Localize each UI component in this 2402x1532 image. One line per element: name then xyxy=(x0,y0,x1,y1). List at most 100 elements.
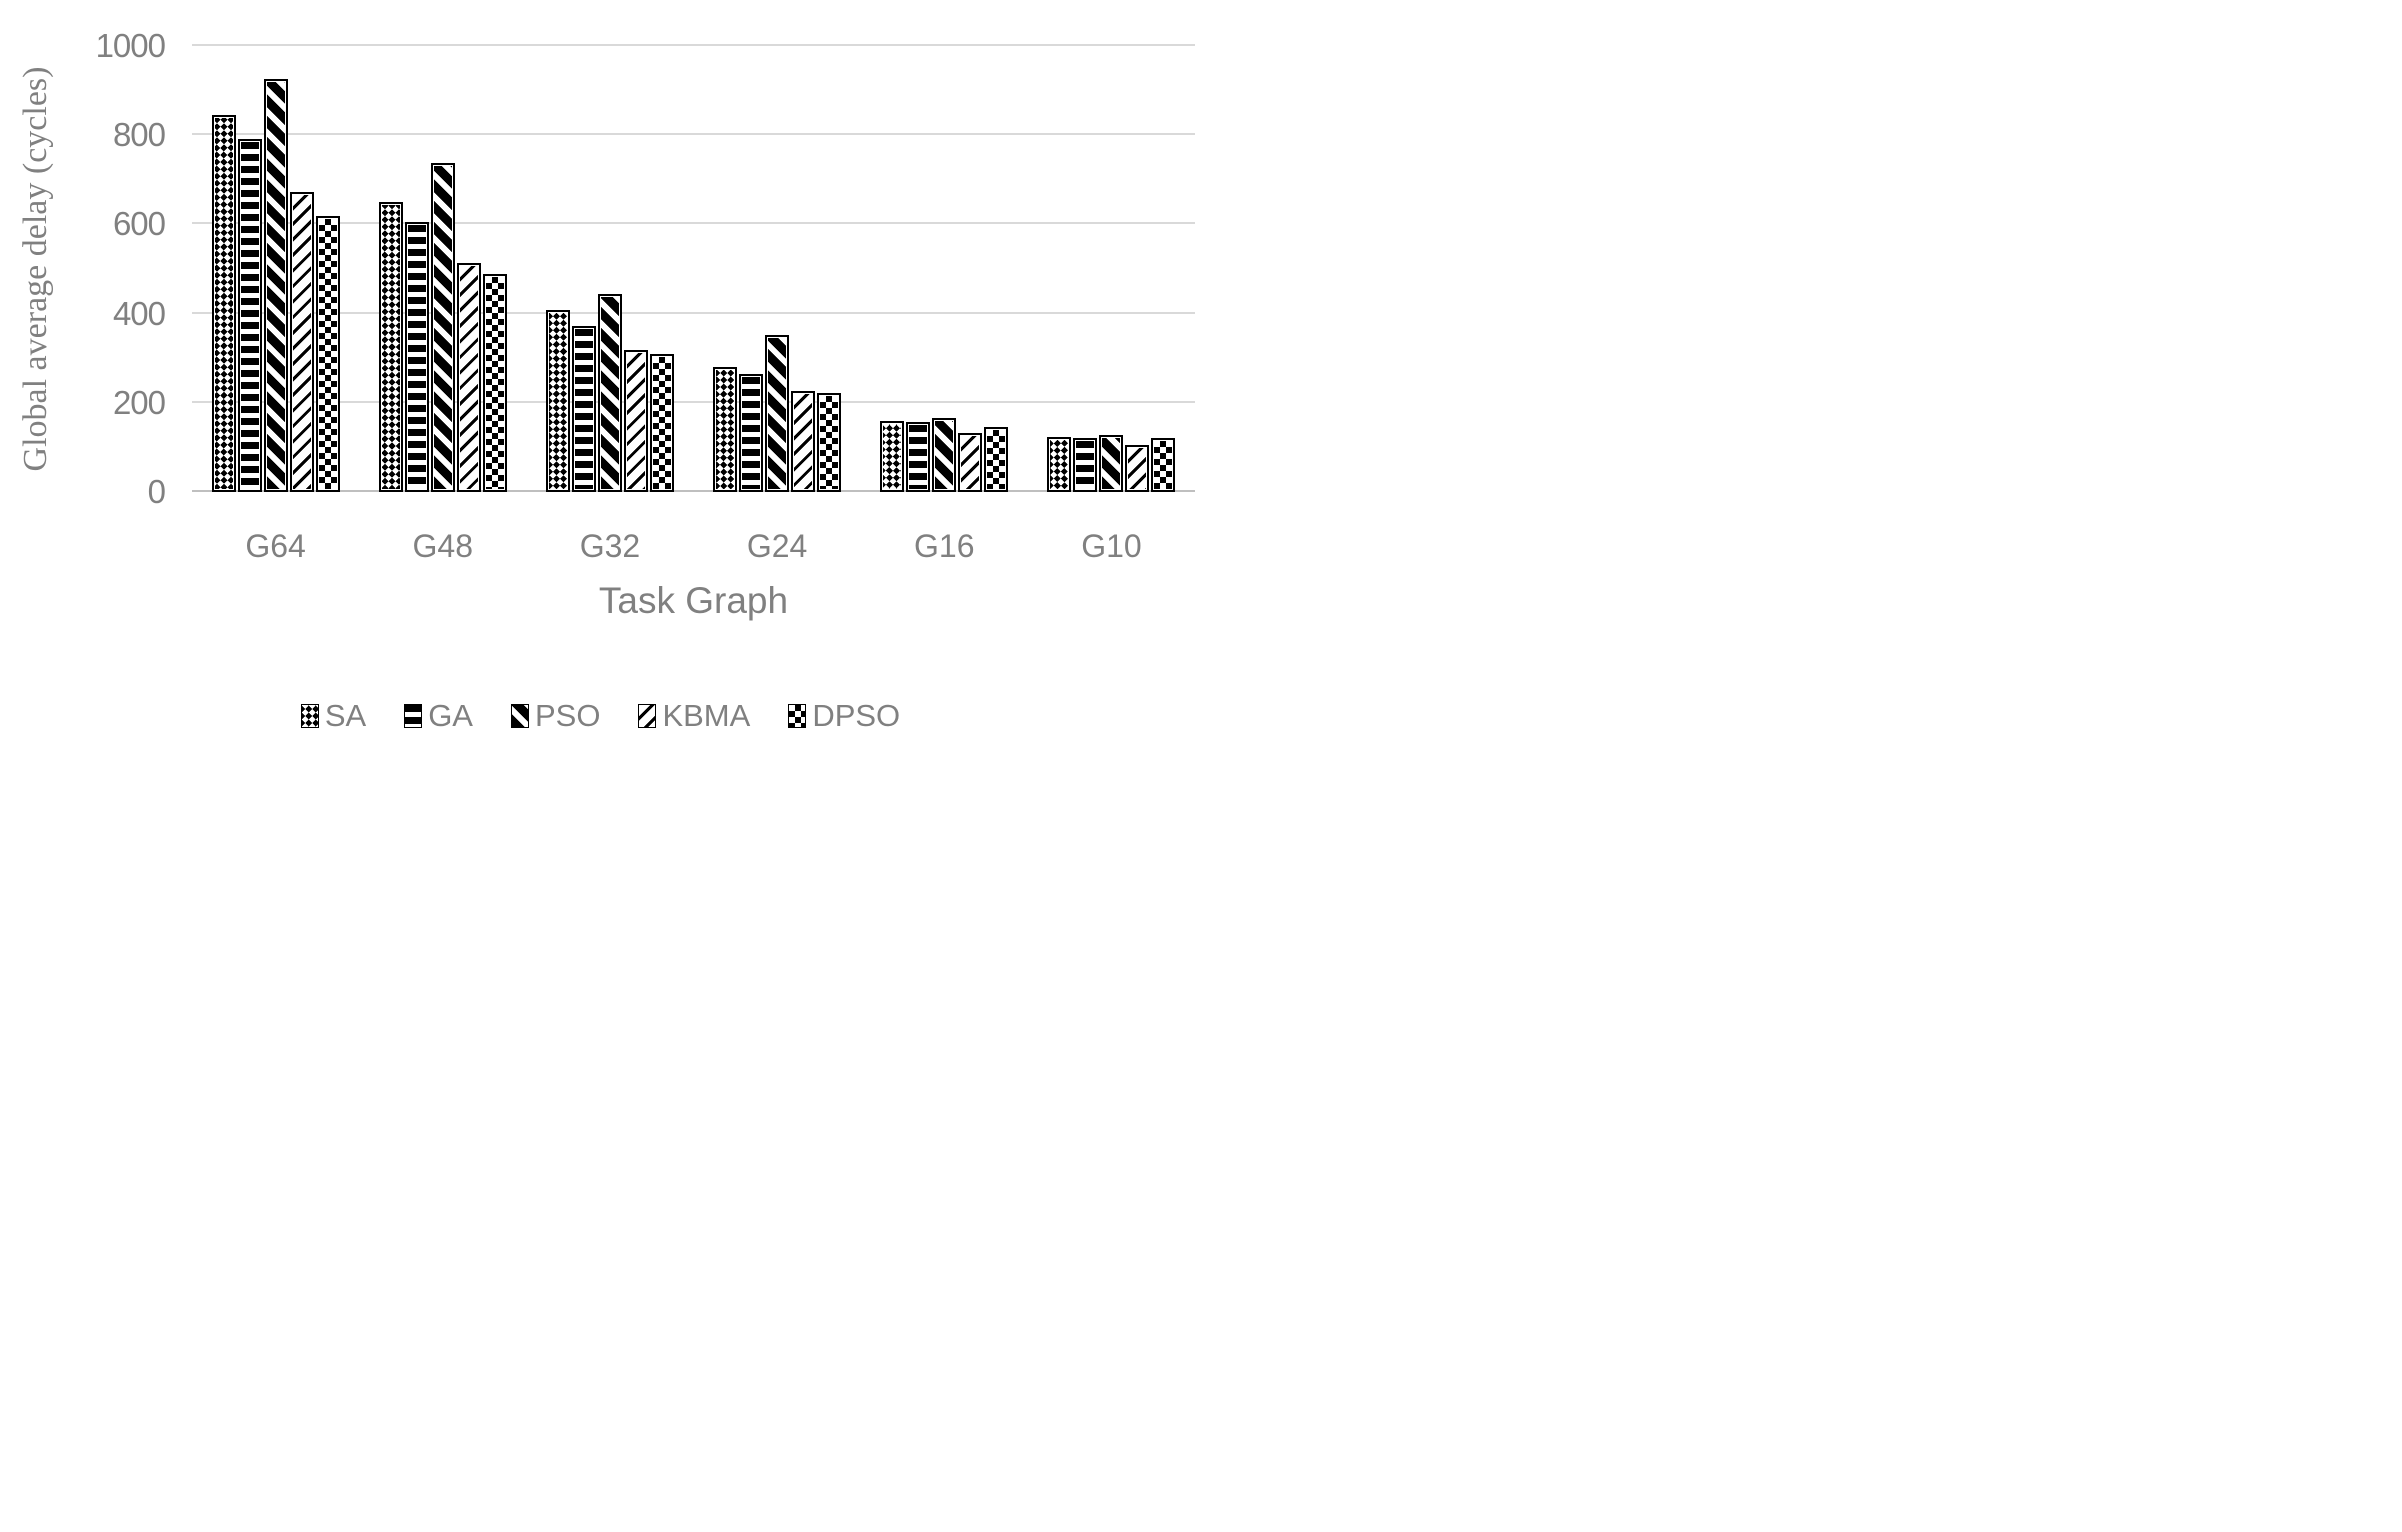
bar-kbma-g10 xyxy=(1125,445,1150,492)
x-category-label-g10: G10 xyxy=(1081,528,1142,564)
legend-item-dpso: DPSO xyxy=(788,698,900,734)
bar-group-g16 xyxy=(861,46,1028,492)
bar-fill-pattern xyxy=(742,377,761,489)
gridline xyxy=(192,311,1195,314)
y-tick-label: 600 xyxy=(112,205,166,243)
bar-kbma-g64 xyxy=(289,192,314,492)
legend-label: PSO xyxy=(534,698,601,733)
bar-dpso-g48 xyxy=(482,274,507,492)
bar-ga-g10 xyxy=(1073,438,1098,492)
bar-fill-pattern xyxy=(652,357,671,489)
bar-fill-pattern xyxy=(485,277,504,489)
bar-fill-pattern xyxy=(1076,441,1095,489)
bar-ga-g32 xyxy=(571,326,596,492)
bar-sa-g16 xyxy=(880,421,905,492)
x-category-label-g16: G16 xyxy=(914,528,975,564)
y-tick-label: 1000 xyxy=(95,27,166,64)
bar-fill-pattern xyxy=(266,82,285,489)
bar-pso-g64 xyxy=(263,79,288,492)
bar-fill-pattern xyxy=(318,219,337,489)
legend-label: KBMA xyxy=(662,698,751,733)
legend-swatch-icon xyxy=(300,704,319,728)
x-category-label-g64: G64 xyxy=(245,528,306,564)
bar-dpso-g32 xyxy=(649,354,674,492)
bar-fill-pattern xyxy=(1154,441,1173,489)
bar-fill-pattern xyxy=(433,166,452,489)
bar-kbma-g16 xyxy=(958,433,983,492)
bar-fill-pattern xyxy=(820,396,839,489)
legend-item-sa: SA xyxy=(300,698,367,734)
y-axis-tick-labels: 0 200 400 600 800 1000 xyxy=(0,27,166,510)
bar-fill-pattern xyxy=(1102,438,1121,489)
bar-fill-pattern xyxy=(883,424,902,489)
legend-item-kbma: KBMA xyxy=(638,698,750,734)
bar-group-g48 xyxy=(359,46,526,492)
x-axis-title: Task Graph xyxy=(598,580,789,621)
y-tick-label: 800 xyxy=(112,116,166,154)
bar-fill-pattern xyxy=(987,430,1006,489)
bar-fill-pattern xyxy=(1050,440,1069,489)
bar-group-g64 xyxy=(192,46,359,492)
bar-fill-pattern xyxy=(909,425,928,489)
bar-kbma-g24 xyxy=(791,391,816,492)
y-tick-label: 200 xyxy=(112,383,166,421)
bar-kbma-g48 xyxy=(456,263,481,492)
legend-label: DPSO xyxy=(812,698,901,733)
legend-item-ga: GA xyxy=(404,698,473,734)
bar-fill-pattern xyxy=(935,421,954,489)
legend-item-pso: PSO xyxy=(510,698,601,734)
bar-fill-pattern xyxy=(1128,448,1147,489)
gridline xyxy=(192,133,1195,136)
bar-group-g10 xyxy=(1028,46,1195,492)
gridline xyxy=(192,222,1195,225)
bar-fill-pattern xyxy=(459,266,478,489)
gridline xyxy=(192,44,1195,46)
gridline xyxy=(192,400,1195,403)
bar-chart: Global average delay (cycles) 0 200 400 600… xyxy=(0,0,1201,766)
legend: SA GA PSO KBMA DPSO xyxy=(0,698,1201,734)
legend-label: GA xyxy=(428,698,473,733)
bar-kbma-g32 xyxy=(623,350,648,492)
bar-sa-g64 xyxy=(211,115,236,492)
bar-dpso-g16 xyxy=(984,427,1009,492)
x-axis-category-labels: G64 G48 G32 G24 G16 G10 xyxy=(192,528,1195,565)
y-tick-label: 0 xyxy=(147,473,166,510)
legend-swatch-icon xyxy=(404,704,423,728)
legend-swatch-icon xyxy=(788,704,807,728)
bar-dpso-g24 xyxy=(817,393,842,492)
bar-ga-g48 xyxy=(404,222,429,492)
bar-fill-pattern xyxy=(292,195,311,489)
bar-fill-pattern xyxy=(574,329,593,489)
bar-fill-pattern xyxy=(600,297,619,489)
plot-area xyxy=(192,44,1195,492)
bar-fill-pattern xyxy=(214,118,233,489)
bar-pso-g10 xyxy=(1099,435,1124,492)
legend-swatch-icon xyxy=(638,704,657,728)
bar-ga-g64 xyxy=(237,139,262,492)
x-axis-line xyxy=(192,490,1195,492)
bar-sa-g24 xyxy=(713,367,738,492)
x-category-label-g24: G24 xyxy=(746,528,808,564)
bar-fill-pattern xyxy=(794,394,813,489)
bar-fill-pattern xyxy=(626,353,645,489)
bar-fill-pattern xyxy=(961,436,980,489)
bar-ga-g24 xyxy=(739,374,764,492)
bar-pso-g48 xyxy=(430,163,455,492)
x-category-label-g32: G32 xyxy=(579,528,641,564)
bar-group-g24 xyxy=(694,46,861,492)
legend-swatch-icon xyxy=(510,704,529,728)
bar-fill-pattern xyxy=(240,142,259,489)
bar-groups xyxy=(192,46,1195,492)
bar-group-g32 xyxy=(526,46,693,492)
y-tick-label: 400 xyxy=(112,294,166,332)
bar-fill-pattern xyxy=(548,313,567,489)
bar-dpso-g64 xyxy=(315,216,340,492)
bar-fill-pattern xyxy=(768,338,787,489)
bar-pso-g24 xyxy=(765,335,790,492)
bar-fill-pattern xyxy=(407,225,426,489)
bar-fill-pattern xyxy=(381,205,400,489)
x-category-label-g48: G48 xyxy=(412,528,473,564)
bar-dpso-g10 xyxy=(1151,438,1176,492)
bar-sa-g10 xyxy=(1047,437,1072,492)
legend-label: SA xyxy=(324,698,367,733)
